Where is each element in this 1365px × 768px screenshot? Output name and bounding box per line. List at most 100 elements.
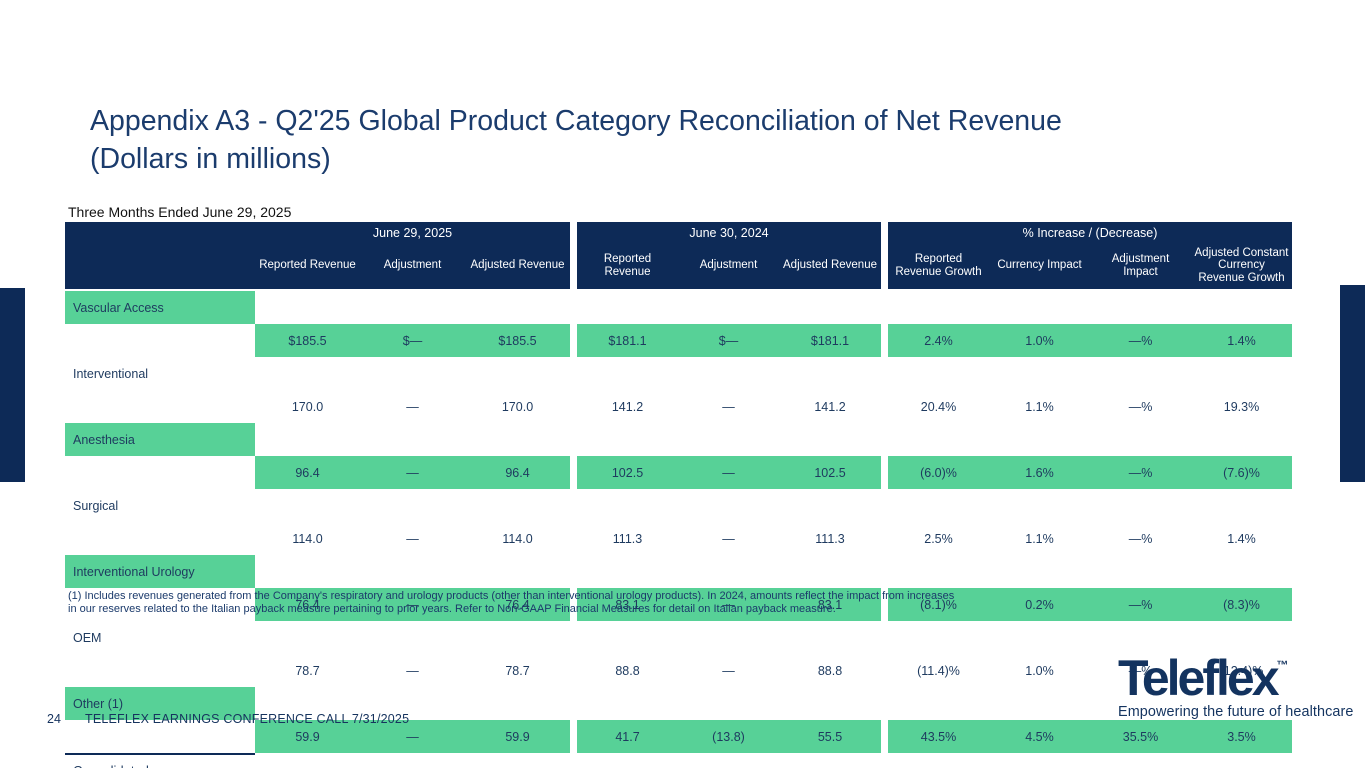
row-group-gap <box>570 489 577 522</box>
row-group-gap <box>881 291 888 324</box>
cell-value: — <box>678 522 779 555</box>
column-group-title: June 29, 2025 <box>255 222 570 242</box>
logo-trademark: ™ <box>1276 658 1289 672</box>
cell-value: $185.5 <box>465 324 570 357</box>
teleflex-logo: Teleflex™ Empowering the future of healt… <box>1118 653 1354 720</box>
cell-value: 19.3% <box>1191 390 1292 423</box>
right-accent-bar <box>1340 285 1365 482</box>
cell-value: 43.5% <box>888 720 989 753</box>
cell-value: 1.4% <box>1191 324 1292 357</box>
cell-value: —% <box>1090 390 1191 423</box>
cell-value: — <box>678 588 779 621</box>
cell-value: 1.6% <box>989 456 1090 489</box>
cell-value: 20.4% <box>888 390 989 423</box>
table-row: Vascular Access $185.5 $— $185.5 $181.1 $— $18… <box>65 291 1292 357</box>
header-label-block <box>65 222 255 289</box>
column-header: Adjustment <box>678 242 779 289</box>
cell-value: 170.0 <box>465 390 570 423</box>
cell-value: 102.5 <box>779 456 881 489</box>
cell-value: 1.0% <box>989 324 1090 357</box>
cell-value: 96.4 <box>255 456 360 489</box>
logo-brand: Teleflex <box>1118 650 1279 706</box>
row-group-gap <box>570 621 577 654</box>
cell-value: —% <box>1090 654 1191 687</box>
cell-value: 2.4% <box>888 324 989 357</box>
slide-title-line2: (Dollars in millions) <box>90 142 331 175</box>
row-group-gap <box>881 555 888 588</box>
logo-wordmark: Teleflex™ <box>1118 653 1333 703</box>
column-group-title: June 30, 2024 <box>577 222 881 242</box>
cell-value: $— <box>360 324 465 357</box>
cell-value: 141.2 <box>779 390 881 423</box>
cell-value: — <box>360 390 465 423</box>
cell-value: (8.3)% <box>1191 588 1292 621</box>
row-group-gap <box>570 423 577 456</box>
cell-value: 1.1% <box>989 522 1090 555</box>
column-header: Reported Revenue <box>577 242 678 289</box>
cell-value: 76.4 <box>465 588 570 621</box>
cell-value: 35.5% <box>1090 720 1191 753</box>
row-group-gap <box>881 357 888 390</box>
cell-value: (7.6)% <box>1191 456 1292 489</box>
row-group-gap <box>881 621 888 654</box>
cell-value: —% <box>1090 522 1191 555</box>
cell-value: 170.0 <box>255 390 360 423</box>
cell-value: 88.8 <box>577 654 678 687</box>
cell-value: — <box>360 522 465 555</box>
column-header: Adjustment <box>360 242 465 289</box>
table-header: June 29, 2025 Reported Revenue Adjustment A… <box>65 222 1292 289</box>
cell-value: 3.5% <box>1191 720 1292 753</box>
column-header: Adjusted Revenue <box>779 242 881 289</box>
cell-value: —% <box>1090 588 1191 621</box>
column-header: Adjustment Impact <box>1090 242 1191 289</box>
reconciliation-table: June 29, 2025 Reported Revenue Adjustment A… <box>65 222 1292 768</box>
table-row: OEM 78.7—78.7 88.8—88.8 (11.4)% 1.0% —% (12.4)… <box>65 621 1292 687</box>
cell-value: $— <box>678 324 779 357</box>
row-group-gap <box>570 555 577 588</box>
cell-value: 1.4% <box>1191 522 1292 555</box>
cell-value: —% <box>1090 456 1191 489</box>
slide-title-line1: Appendix A3 - Q2'25 Global Product Categ… <box>90 105 1062 137</box>
cell-value: —% <box>1090 324 1191 357</box>
row-label: Other (1) <box>65 687 255 720</box>
cell-value: — <box>678 456 779 489</box>
table-row: Anesthesia 96.4—96.4 102.5—102.5 (6.0)% 1.6%… <box>65 423 1292 489</box>
row-label: Consolidated <box>65 753 255 768</box>
header-group-gap <box>881 222 888 289</box>
cell-value: $181.1 <box>577 324 678 357</box>
logo-tagline: Empowering the future of healthcare <box>1118 704 1354 720</box>
cell-value: 41.7 <box>577 720 678 753</box>
left-accent-bar <box>0 288 25 482</box>
cell-value: — <box>360 588 465 621</box>
row-label: Vascular Access <box>65 291 255 324</box>
column-header: Adjusted Revenue <box>465 242 570 289</box>
cell-value: 114.0 <box>255 522 360 555</box>
cell-value: 78.7 <box>255 654 360 687</box>
footer-text: TELEFLEX EARNINGS CONFERENCE CALL 7/31/2… <box>85 712 410 726</box>
cell-value: $185.5 <box>255 324 360 357</box>
row-group-gap <box>570 291 577 324</box>
cell-value: (11.4)% <box>888 654 989 687</box>
row-label: OEM <box>65 621 255 654</box>
cell-value: (6.0)% <box>888 456 989 489</box>
cell-value: 59.9 <box>465 720 570 753</box>
cell-value: — <box>360 456 465 489</box>
table-caption: Three Months Ended June 29, 2025 <box>68 204 292 220</box>
column-header: Reported Revenue <box>255 242 360 289</box>
table-row: Interventional 170.0—170.0 141.2—141.2 20.4… <box>65 357 1292 423</box>
row-group-gap <box>570 357 577 390</box>
cell-value: 111.3 <box>779 522 881 555</box>
cell-value: 76.4 <box>255 588 360 621</box>
cell-value: 83.1 <box>577 588 678 621</box>
row-group-gap <box>881 489 888 522</box>
table-row: Other (1) 59.9—59.9 41.7 (13.8) 55.5 43.5% 4.5… <box>65 687 1292 753</box>
row-group-gap <box>570 753 577 768</box>
cell-value: 1.0% <box>989 654 1090 687</box>
cell-value: 4.5% <box>989 720 1090 753</box>
cell-value: (12.4)% <box>1191 654 1292 687</box>
row-label: Interventional <box>65 357 255 390</box>
column-header: Adjusted Constant Currency Revenue Growt… <box>1191 242 1292 289</box>
table-body: Vascular Access $185.5 $— $185.5 $181.1 $— $18… <box>65 291 1292 768</box>
row-group-gap <box>881 687 888 720</box>
